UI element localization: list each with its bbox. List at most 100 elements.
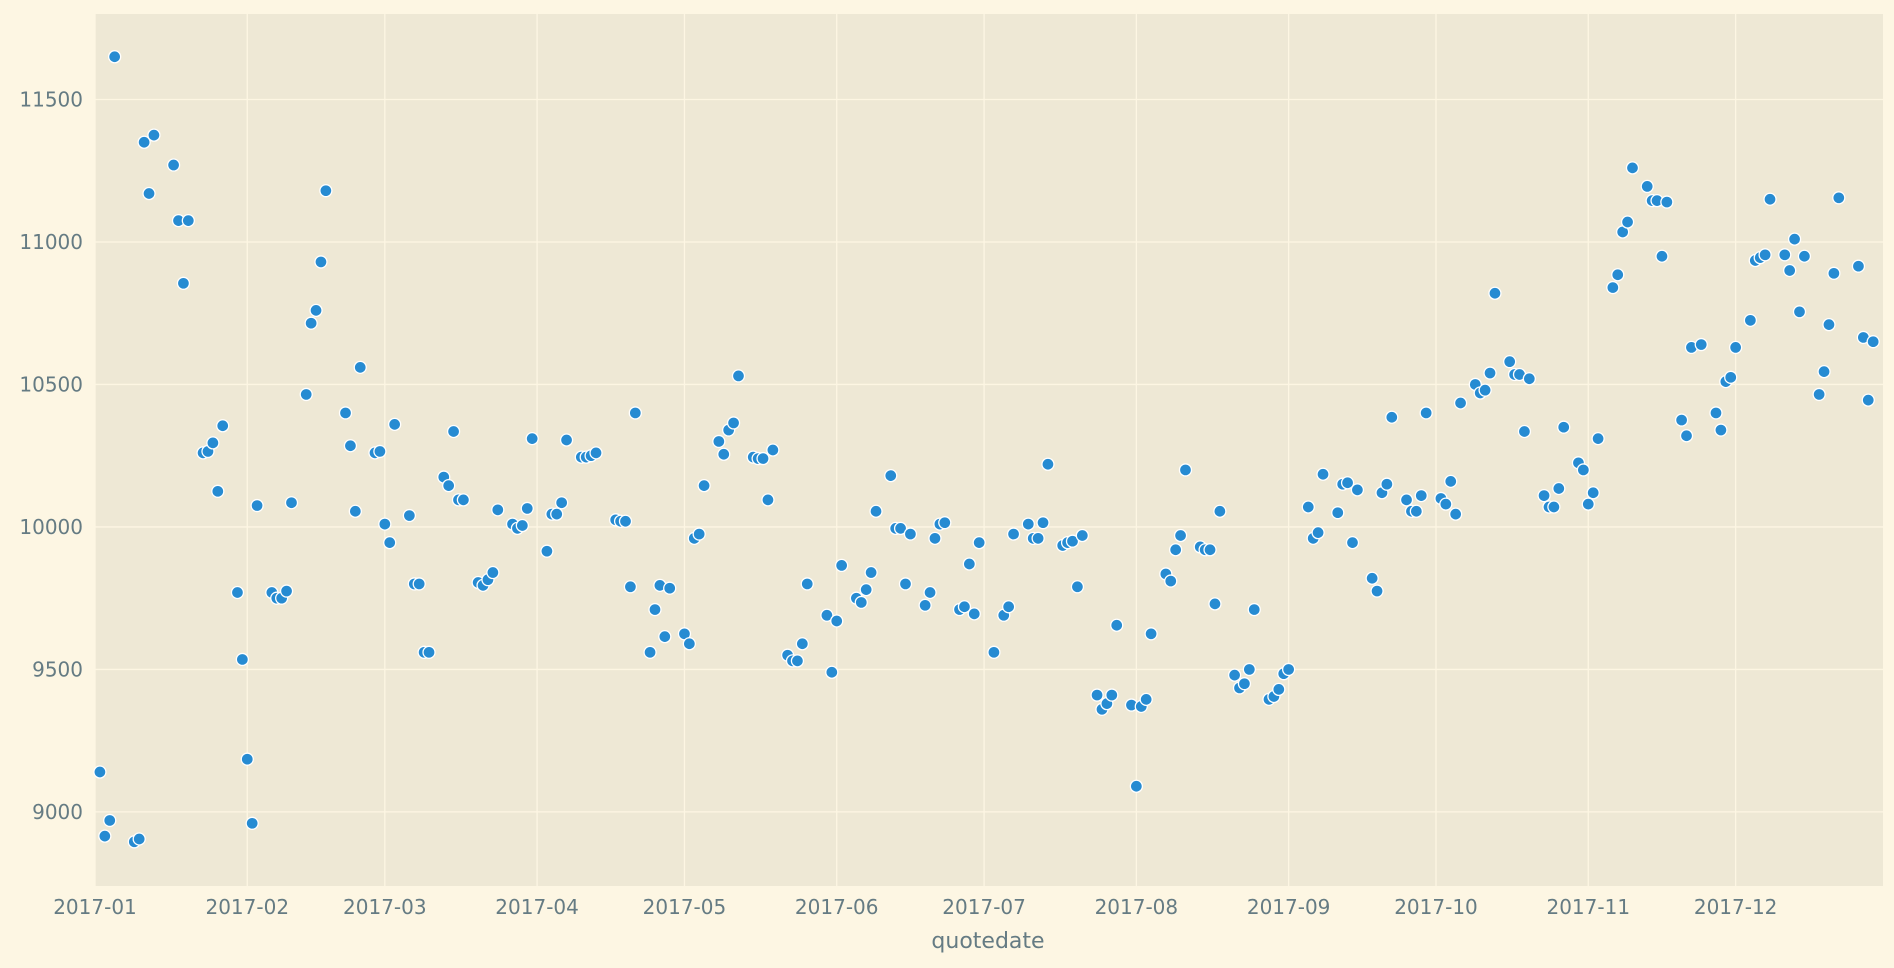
scatter-point	[682, 637, 697, 651]
scatter-point	[1517, 424, 1532, 439]
scatter-point	[1070, 580, 1085, 594]
x-tick-label: 2017-05	[643, 895, 727, 919]
y-tick-label: 10000	[19, 515, 83, 539]
x-tick-label: 2017-07	[942, 895, 1026, 919]
scatter-point	[520, 501, 534, 516]
x-axis-ticks: 2017-01 2017-02 2017-03 2017-04 2017-05 2017-…	[53, 895, 1777, 919]
scatter-point	[1488, 286, 1502, 300]
scatter-point	[756, 451, 770, 466]
y-axis-ticks: 9000 9500 10000 10500 11000 11500	[19, 87, 83, 823]
scatter-point	[142, 186, 156, 201]
scatter-point	[1557, 420, 1571, 434]
scatter-point	[712, 434, 726, 449]
x-tick-label: 2017-08	[1095, 895, 1179, 919]
x-tick-label: 2017-09	[1247, 895, 1331, 919]
scatter-point	[1792, 305, 1807, 319]
scatter-point	[402, 508, 417, 523]
scatter-point	[1281, 662, 1296, 677]
y-tick-label: 11500	[19, 87, 83, 111]
x-tick-label: 2017-01	[53, 895, 137, 919]
scatter-point	[1065, 534, 1080, 548]
scatter-point	[314, 255, 328, 269]
scatter-point	[1586, 486, 1600, 500]
scatter-point	[1144, 627, 1158, 641]
x-tick-label: 2017-04	[495, 895, 579, 919]
scatter-point	[928, 531, 942, 545]
scatter-point	[1105, 688, 1119, 702]
scatter-point	[1778, 248, 1792, 262]
scatter-point	[559, 433, 574, 447]
scatter-point	[137, 135, 151, 149]
scatter-point	[1439, 497, 1453, 511]
y-tick-label: 9500	[32, 657, 83, 681]
scatter-point	[98, 829, 112, 843]
scatter-point	[800, 577, 814, 591]
scatter-point	[1694, 337, 1708, 352]
scatter-point	[1625, 161, 1640, 175]
scatter-point	[1031, 531, 1045, 545]
scatter-point	[1812, 387, 1826, 402]
scatter-point	[834, 558, 849, 573]
scatter-point	[859, 582, 873, 597]
scatter-point	[446, 424, 461, 439]
scatter-point	[1345, 535, 1360, 550]
scatter-point	[1247, 602, 1261, 617]
scatter-point	[957, 600, 972, 614]
scatter-point	[1041, 457, 1055, 471]
scatter-point	[1758, 248, 1772, 262]
scatter-point	[383, 535, 397, 550]
scatter-point	[1213, 504, 1227, 518]
scatter-point	[1822, 317, 1836, 332]
scatter-point	[1090, 688, 1104, 702]
scatter-point	[830, 614, 844, 628]
plot-area	[95, 14, 1883, 886]
scatter-point	[1709, 406, 1723, 420]
scatter-point	[1036, 516, 1050, 530]
scatter-point	[825, 665, 839, 679]
scatter-point	[1866, 335, 1880, 349]
scatter-point	[1611, 268, 1625, 282]
scatter-point	[987, 645, 1001, 659]
scatter-point	[1503, 355, 1517, 369]
scatter-point	[1340, 476, 1355, 490]
scatter-point	[284, 496, 299, 510]
scatter-point	[1537, 488, 1551, 503]
scatter-point	[869, 504, 883, 518]
scatter-point	[1409, 504, 1424, 518]
scatter-point	[1478, 383, 1492, 397]
scatter-point	[1453, 396, 1468, 410]
y-tick-label: 10500	[19, 372, 83, 396]
scatter-point	[93, 765, 107, 779]
scatter-point	[456, 493, 471, 507]
scatter-point	[103, 813, 117, 828]
scatter-point	[550, 507, 564, 521]
scatter-point	[309, 303, 323, 318]
scatter-point	[1169, 543, 1183, 557]
scatter-point	[1640, 179, 1654, 194]
scatter-point	[1173, 528, 1188, 543]
scatter-point	[540, 544, 554, 558]
scatter-point	[147, 128, 161, 142]
scatter-point	[1444, 474, 1458, 488]
scatter-point	[1827, 266, 1841, 280]
scatter-point	[216, 419, 230, 433]
scatter-point	[623, 580, 638, 594]
scatter-point	[1242, 662, 1256, 677]
scatter-point	[343, 439, 358, 453]
y-tick-label: 11000	[19, 230, 83, 254]
scatter-point	[1129, 779, 1144, 793]
x-tick-label: 2017-06	[795, 895, 879, 919]
scatter-point	[1399, 493, 1414, 507]
scatter-point	[1674, 413, 1689, 427]
scatter-point	[1350, 483, 1365, 497]
scatter-point	[211, 484, 225, 498]
scatter-point	[717, 447, 731, 461]
scatter-point	[181, 213, 195, 228]
scatter-point	[628, 406, 642, 420]
scatter-point	[1679, 429, 1694, 443]
data-points	[93, 50, 1880, 849]
scatter-point	[643, 645, 657, 659]
scatter-point	[1861, 393, 1875, 407]
scatter-point	[1763, 192, 1777, 206]
